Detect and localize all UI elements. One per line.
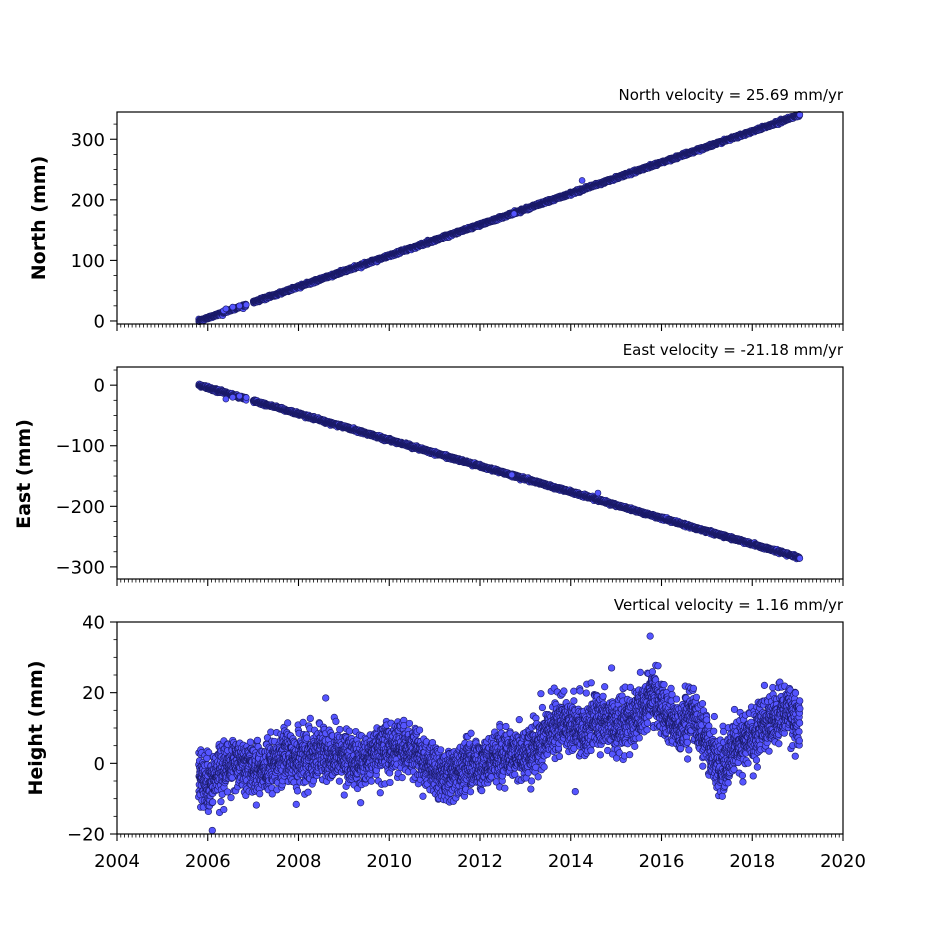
data-point: [236, 302, 243, 310]
north-ylabel: North (mm): [28, 156, 50, 281]
north-panel: North velocity = 25.69 mm/yr North (mm) …: [28, 86, 844, 332]
data-point: [796, 111, 804, 119]
data-point: [242, 301, 250, 309]
data-point: [229, 303, 237, 311]
north-velocity-annotation: North velocity = 25.69 mm/yr: [619, 86, 844, 104]
north-marks: [195, 110, 804, 325]
data-point: [578, 177, 586, 184]
data-point: [510, 210, 518, 218]
data-point: [222, 305, 230, 313]
